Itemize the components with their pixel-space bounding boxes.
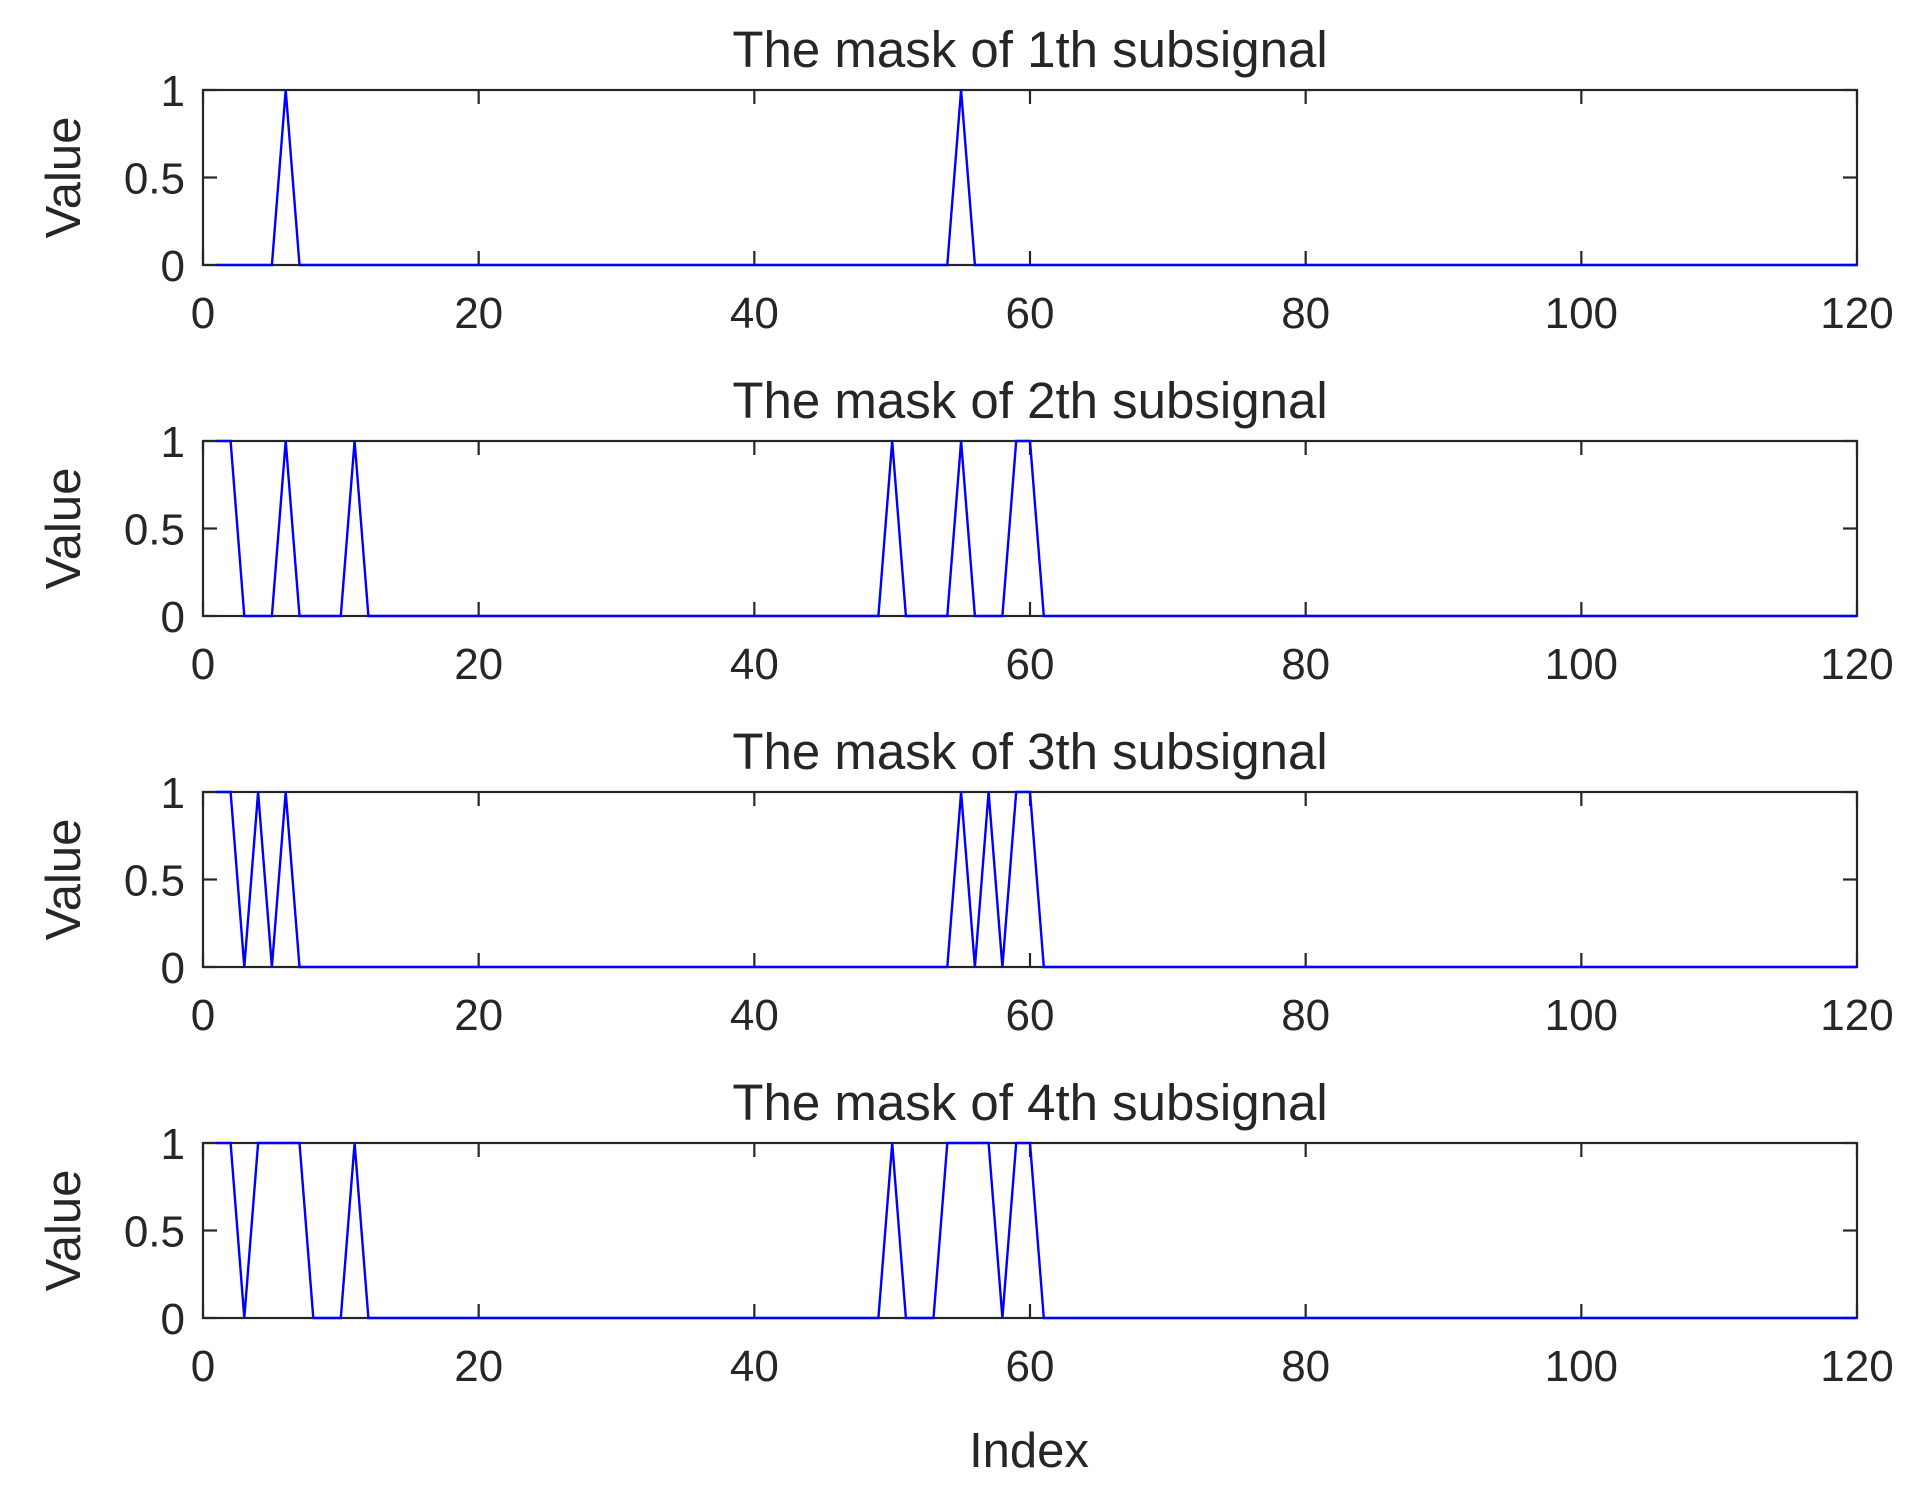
chart-title-1: The mask of 1th subsignal xyxy=(732,21,1327,78)
y-tick-label: 0.5 xyxy=(124,155,185,204)
y-axis-label-4: Value xyxy=(37,1170,91,1292)
y-tick-label: 0.5 xyxy=(124,1208,185,1257)
subplot-1: 0 20 40 60 80 100 120 0 0.5 1 The mask of 1th subs… xyxy=(37,21,1894,338)
x-tick-label: 20 xyxy=(454,289,503,338)
y-tick-label: 0 xyxy=(161,1295,185,1344)
x-tick-label: 120 xyxy=(1820,1342,1893,1391)
data-line-4 xyxy=(216,1141,1857,1320)
x-tick-label: 20 xyxy=(454,640,503,689)
x-tick-label: 0 xyxy=(191,289,215,338)
plot-area-1 xyxy=(201,88,1859,267)
x-tick-label: 40 xyxy=(730,289,779,338)
data-line-3 xyxy=(216,790,1857,969)
y-tick-label: 0.5 xyxy=(124,506,185,555)
y-axis-label-1: Value xyxy=(37,117,91,239)
plot-area-3 xyxy=(201,790,1859,969)
x-tick-label: 120 xyxy=(1820,289,1893,338)
y-tick-label: 1 xyxy=(161,769,185,818)
x-tick-label: 40 xyxy=(730,640,779,689)
x-tick-label: 40 xyxy=(730,1342,779,1391)
chart-title-2: The mask of 2th subsignal xyxy=(732,372,1327,429)
subplot-2: 0 20 40 60 80 100 120 0 0.5 1 The mask of 2th subs… xyxy=(37,372,1894,689)
x-tick-label: 0 xyxy=(191,1342,215,1391)
x-tick-label: 100 xyxy=(1545,1342,1618,1391)
x-tick-label: 20 xyxy=(454,991,503,1040)
x-tick-label: 80 xyxy=(1281,289,1330,338)
x-tick-label: 100 xyxy=(1545,289,1618,338)
y-axis-label-3: Value xyxy=(37,819,91,941)
data-line-2 xyxy=(216,439,1857,618)
figure-x-axis-label: Index xyxy=(969,1424,1089,1478)
y-tick-label: 1 xyxy=(161,1120,185,1169)
y-tick-label: 1 xyxy=(161,418,185,467)
subplot-4: 0 20 40 60 80 100 120 0 0.5 1 The mask of 4th subs… xyxy=(37,1074,1894,1391)
x-tick-label: 60 xyxy=(1006,640,1055,689)
x-tick-label: 100 xyxy=(1545,991,1618,1040)
y-tick-label: 0 xyxy=(161,242,185,291)
x-tick-label: 80 xyxy=(1281,991,1330,1040)
x-tick-label: 0 xyxy=(191,991,215,1040)
x-tick-label: 60 xyxy=(1006,1342,1055,1391)
y-tick-label: 0 xyxy=(161,944,185,993)
plot-area-4 xyxy=(201,1141,1859,1320)
y-axis-label-2: Value xyxy=(37,468,91,590)
x-tick-label: 60 xyxy=(1006,991,1055,1040)
plot-area-2 xyxy=(201,439,1859,618)
data-line-1 xyxy=(216,89,1857,267)
y-tick-label: 0.5 xyxy=(124,857,185,906)
x-tick-label: 100 xyxy=(1545,640,1618,689)
x-tick-label: 60 xyxy=(1006,289,1055,338)
x-tick-label: 120 xyxy=(1820,991,1893,1040)
subplot-3: 0 20 40 60 80 100 120 0 0.5 1 The mask of 3th subs… xyxy=(37,723,1894,1040)
x-tick-label: 80 xyxy=(1281,1342,1330,1391)
chart-title-4: The mask of 4th subsignal xyxy=(732,1074,1327,1131)
y-tick-label: 0 xyxy=(161,593,185,642)
x-tick-label: 0 xyxy=(191,640,215,689)
chart-title-3: The mask of 3th subsignal xyxy=(732,723,1327,780)
y-tick-label: 1 xyxy=(161,67,185,116)
x-tick-label: 20 xyxy=(454,1342,503,1391)
x-tick-label: 40 xyxy=(730,991,779,1040)
x-tick-label: 120 xyxy=(1820,640,1893,689)
x-tick-label: 80 xyxy=(1281,640,1330,689)
